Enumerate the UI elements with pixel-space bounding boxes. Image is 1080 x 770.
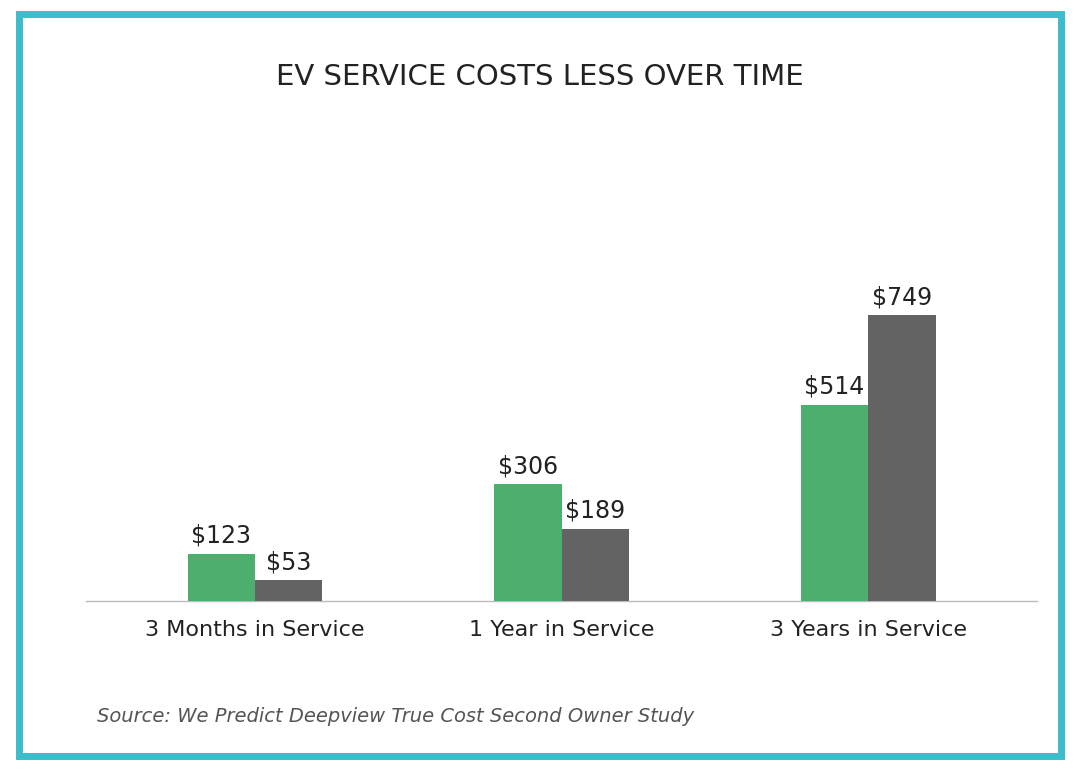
Bar <box>188 554 255 601</box>
Text: Source: We Predict Deepview True Cost Second Owner Study: Source: We Predict Deepview True Cost Se… <box>97 707 694 725</box>
Bar <box>255 581 323 601</box>
Text: $514: $514 <box>805 375 865 399</box>
Text: $123: $123 <box>191 524 252 548</box>
Bar <box>868 315 935 601</box>
Text: $53: $53 <box>266 551 311 574</box>
Bar <box>562 528 629 601</box>
Bar <box>800 404 868 601</box>
Bar <box>495 484 562 601</box>
Text: $306: $306 <box>498 454 558 478</box>
Text: $749: $749 <box>872 285 932 310</box>
Text: $189: $189 <box>565 499 625 523</box>
Text: EV SERVICE COSTS LESS OVER TIME: EV SERVICE COSTS LESS OVER TIME <box>276 63 804 91</box>
